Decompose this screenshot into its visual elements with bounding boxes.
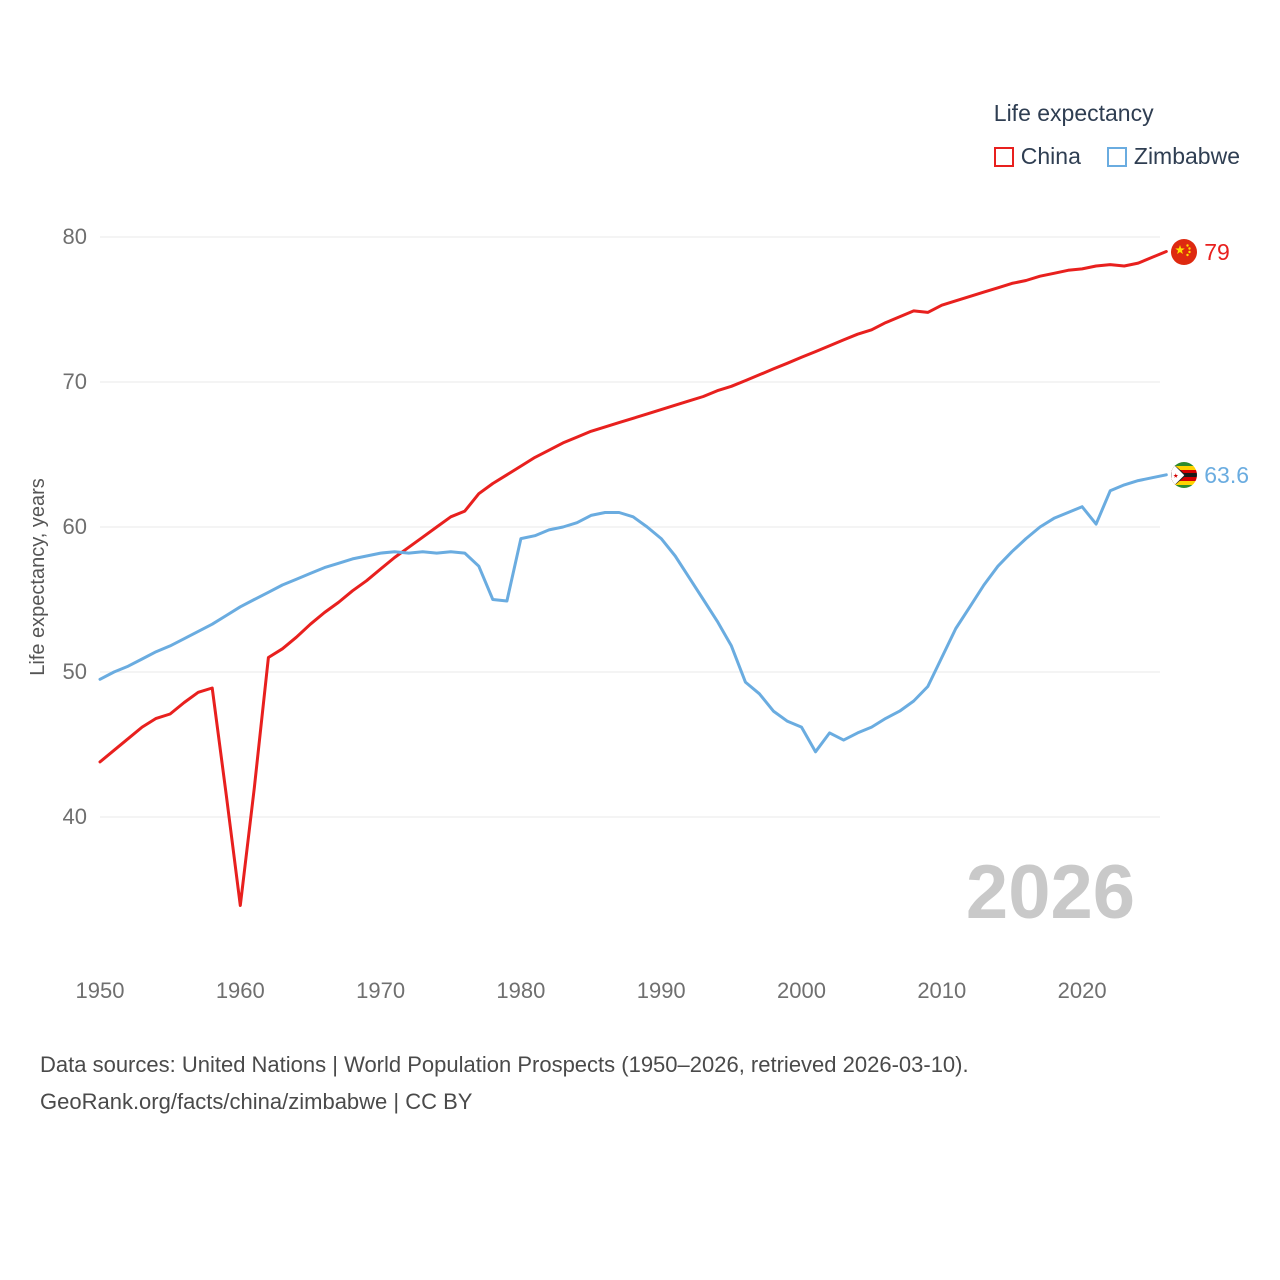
china-series-swatch-icon [993, 146, 1014, 167]
svg-text:80: 80 [63, 224, 87, 249]
zimbabwe-flag-icon [1171, 462, 1198, 489]
china-series-end-marker: 79 [1171, 239, 1230, 266]
svg-text:1960: 1960 [216, 978, 265, 1003]
life-expectancy-chart: 2026 40 50 60 70 80 1950 1960 1970 1980 1990 2000 20… [27, 224, 1168, 1003]
svg-text:2020: 2020 [1058, 978, 1107, 1003]
svg-text:2026: 2026 [966, 850, 1135, 935]
zimbabwe-series-end-marker: 63.6 [1171, 462, 1249, 489]
legend-label-zimbabwe: Zimbabwe [1133, 143, 1240, 169]
footer: Data sources: United Nations | World Pop… [40, 1046, 969, 1120]
chart-legend: Life expectancy China Zimbabwe [993, 100, 1240, 170]
zimbabwe-series-swatch-icon [1106, 146, 1127, 167]
svg-text:1980: 1980 [496, 978, 545, 1003]
svg-text:1950: 1950 [76, 978, 125, 1003]
svg-text:2000: 2000 [777, 978, 826, 1003]
china-flag-icon [1171, 239, 1198, 265]
svg-text:Life expectancy, years: Life expectancy, years [27, 478, 49, 676]
svg-text:50: 50 [63, 659, 87, 684]
legend-item-zimbabwe[interactable]: Zimbabwe [1106, 143, 1240, 170]
svg-text:1970: 1970 [356, 978, 405, 1003]
zimbabwe-end-value: 63.6 [1204, 461, 1250, 488]
svg-text:2010: 2010 [917, 978, 966, 1003]
legend-title: Life expectancy [993, 100, 1154, 126]
attribution-text: GeoRank.org/facts/china/zimbabwe | CC BY [40, 1089, 473, 1114]
svg-text:1990: 1990 [637, 978, 686, 1003]
legend-item-china[interactable]: China [993, 143, 1081, 170]
svg-text:70: 70 [63, 369, 87, 394]
data-sources-text: Data sources: United Nations | World Pop… [40, 1052, 969, 1077]
china-end-value: 79 [1204, 238, 1230, 265]
svg-text:60: 60 [63, 514, 87, 539]
legend-label-china: China [1020, 143, 1081, 169]
svg-text:40: 40 [63, 804, 87, 829]
